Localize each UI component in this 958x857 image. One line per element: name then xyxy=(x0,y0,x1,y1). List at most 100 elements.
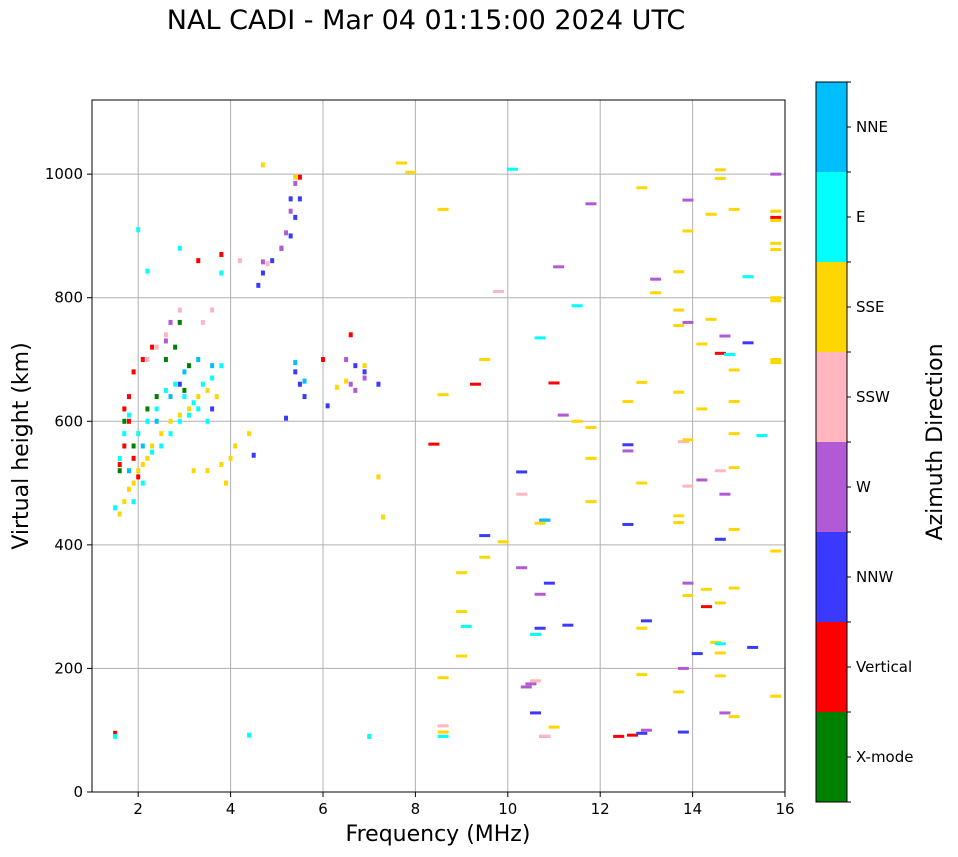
series-nnw xyxy=(177,196,759,738)
data-point xyxy=(293,174,298,180)
data-point xyxy=(376,381,381,387)
data-point xyxy=(187,363,192,369)
data-point xyxy=(126,412,131,418)
data-point xyxy=(770,209,782,213)
data-point xyxy=(288,208,293,214)
data-point xyxy=(696,342,708,346)
data-point xyxy=(154,344,159,350)
data-point xyxy=(182,394,187,400)
data-point xyxy=(367,733,372,739)
data-point xyxy=(520,685,532,689)
data-point xyxy=(140,443,145,449)
data-point xyxy=(126,468,131,474)
data-point xyxy=(177,245,182,251)
data-point xyxy=(650,277,662,281)
data-point xyxy=(770,694,782,698)
data-point xyxy=(539,518,551,522)
data-point xyxy=(297,196,302,202)
colorbar-frame xyxy=(815,81,848,803)
data-point xyxy=(719,492,731,496)
data-point xyxy=(163,387,168,393)
data-point xyxy=(113,505,118,511)
data-point xyxy=(728,207,740,211)
data-point xyxy=(145,268,150,274)
y-axis-label: Virtual height (km) xyxy=(9,342,34,549)
colorbar: X-mode Vertical NNW W SSW SSE E NNE xyxy=(815,81,913,803)
data-point xyxy=(622,443,634,447)
y-tick-label: 800 xyxy=(54,289,83,307)
data-point xyxy=(770,361,782,365)
data-point xyxy=(228,455,233,461)
y-tick-label: 400 xyxy=(54,536,83,554)
colorbar-segment xyxy=(816,82,847,172)
data-point xyxy=(742,341,754,345)
data-point xyxy=(140,462,145,468)
data-point xyxy=(673,270,685,274)
data-point xyxy=(187,406,192,412)
data-point xyxy=(516,470,528,474)
data-point xyxy=(673,521,685,525)
data-point xyxy=(288,196,293,202)
data-point xyxy=(200,319,205,325)
data-point xyxy=(131,499,136,505)
data-point xyxy=(622,400,634,404)
data-point xyxy=(437,730,449,734)
data-point xyxy=(210,375,215,381)
data-point xyxy=(117,468,122,474)
data-point xyxy=(200,381,205,387)
data-point xyxy=(770,248,782,252)
data-point xyxy=(348,381,353,387)
data-point xyxy=(233,443,238,449)
data-point xyxy=(437,393,449,397)
data-point xyxy=(696,478,708,482)
data-point xyxy=(131,480,136,486)
data-point xyxy=(126,418,131,424)
data-point xyxy=(396,161,408,165)
data-point xyxy=(145,406,150,412)
data-point xyxy=(530,711,542,715)
data-point xyxy=(770,296,782,300)
data-point xyxy=(714,642,726,646)
y-tick-label: 600 xyxy=(54,412,83,430)
data-point xyxy=(122,431,127,437)
data-point xyxy=(714,601,726,605)
data-point xyxy=(770,241,782,245)
data-point xyxy=(460,624,472,628)
data-point xyxy=(673,390,685,394)
data-point xyxy=(136,474,141,480)
data-point xyxy=(585,425,597,429)
data-point xyxy=(177,412,182,418)
x-axis-label: Frequency (MHz) xyxy=(346,822,531,847)
data-point xyxy=(293,180,298,186)
data-point xyxy=(344,378,349,384)
data-point xyxy=(724,353,736,357)
colorbar-tick-label: W xyxy=(856,478,871,496)
data-point xyxy=(677,666,689,670)
data-point xyxy=(682,320,694,324)
data-point xyxy=(150,449,155,455)
data-point xyxy=(173,344,178,350)
data-point xyxy=(770,549,782,553)
data-point xyxy=(622,522,634,526)
data-point xyxy=(534,592,546,596)
data-point xyxy=(362,369,367,375)
data-point xyxy=(214,394,219,400)
data-point xyxy=(293,360,298,366)
data-point xyxy=(770,358,782,361)
data-point xyxy=(182,369,187,375)
data-point xyxy=(714,674,726,678)
data-point xyxy=(728,400,740,404)
data-point xyxy=(210,406,215,412)
data-point xyxy=(219,251,224,257)
data-point xyxy=(585,500,597,504)
data-point xyxy=(682,581,694,585)
data-point xyxy=(539,734,551,738)
data-point xyxy=(154,418,159,424)
data-point xyxy=(677,440,689,444)
data-point xyxy=(154,406,159,412)
data-point xyxy=(571,304,583,308)
colorbar-tick-label: NNW xyxy=(856,568,893,586)
series-w xyxy=(163,172,782,732)
x-tick-label: 14 xyxy=(683,800,702,818)
data-point xyxy=(437,724,449,728)
